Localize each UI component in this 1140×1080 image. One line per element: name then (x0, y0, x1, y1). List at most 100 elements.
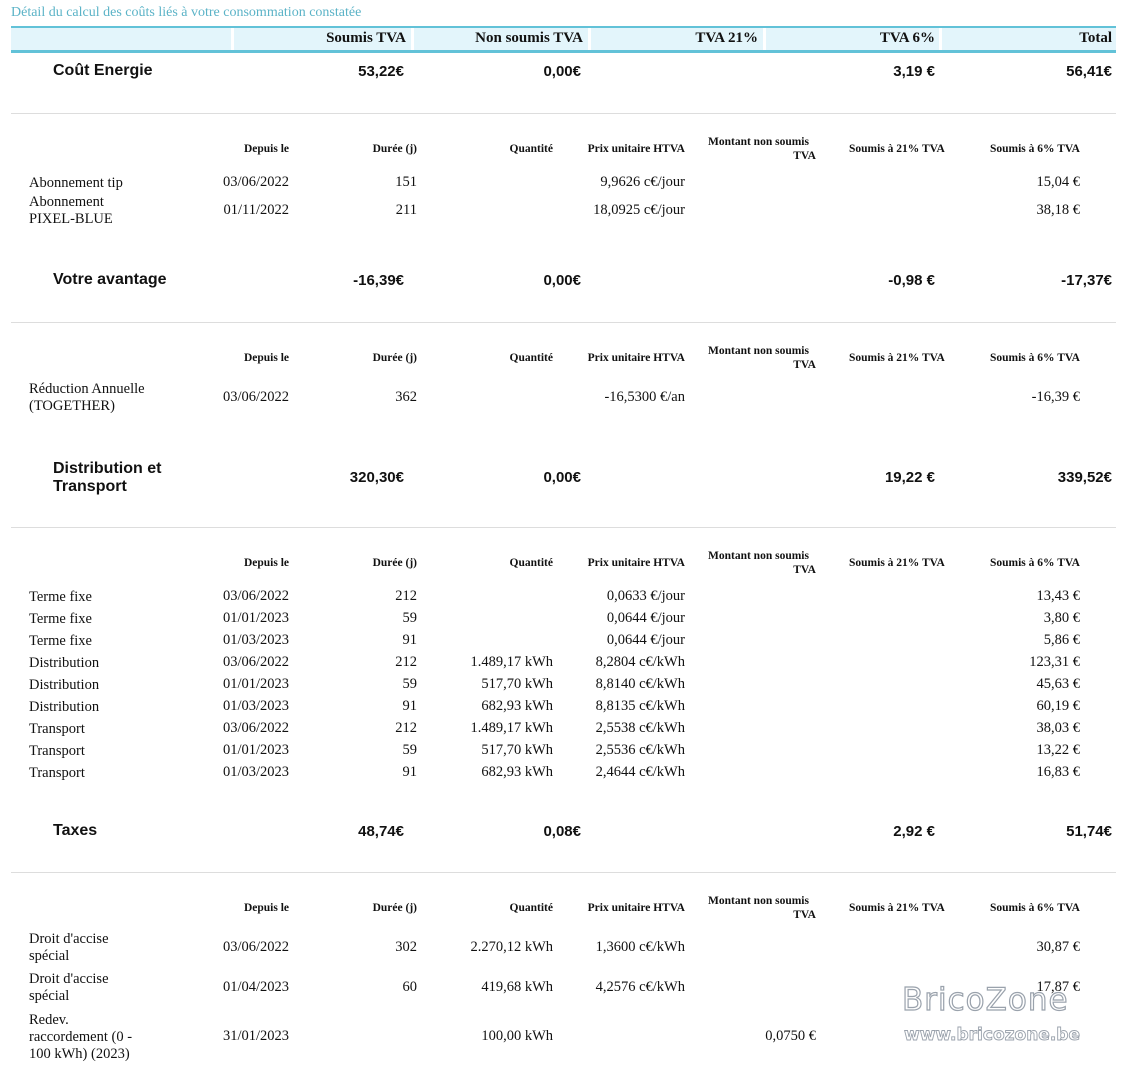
section-separator (11, 322, 1116, 323)
row-since: 01/11/2022 (223, 202, 289, 218)
row-label: Abonnement (29, 194, 104, 210)
subheader-vat21: Soumis à 21% TVA (849, 902, 945, 914)
row-label: Transport (29, 720, 85, 737)
section-soumis-tva: 320,30€ (349, 469, 404, 486)
row-unit-price: 2,4644 c€/kWh (595, 764, 685, 780)
row-label: spécial (29, 988, 70, 1004)
section-non-soumis-tva: 0,00€ (543, 272, 581, 289)
page-caption: Détail du calcul des coûts liés à votre … (11, 5, 362, 20)
row-duration: 212 (395, 588, 417, 604)
subheader-non-subject: Montant non soumis (708, 895, 809, 907)
row-since: 31/01/2023 (222, 1028, 289, 1044)
subheader-unit-price: Prix unitaire HTVA (587, 902, 685, 914)
row-vat6: 17,87 € (1036, 979, 1081, 995)
section-total: 56,41€ (1066, 63, 1112, 80)
row-vat6: 3,80 € (1043, 610, 1080, 626)
row-since: 01/03/2023 (222, 698, 289, 714)
row-vat6: 38,18 € (1036, 202, 1081, 218)
subheader-non-subject: Montant non soumis (708, 136, 809, 148)
row-duration: 59 (402, 742, 418, 758)
row-since: 01/04/2023 (222, 979, 289, 995)
row-label: Droit d'accise (29, 931, 109, 947)
row-since: 01/03/2023 (222, 632, 289, 648)
row-since: 01/03/2023 (222, 764, 289, 780)
header-non-soumis-tva: Non soumis TVA (475, 30, 583, 46)
subheader-duration: Durée (j) (372, 557, 417, 569)
subheader-duration: Durée (j) (372, 352, 417, 364)
subheader-vat6: Soumis à 6% TVA (989, 352, 1080, 364)
row-quantity: 1.489,17 kWh (470, 720, 553, 736)
row-duration: 91 (402, 632, 418, 648)
row-unit-price: 0,0633 €/jour (606, 588, 685, 604)
row-quantity: 1.489,17 kWh (470, 654, 553, 670)
section-title: Taxes (53, 822, 98, 839)
subheader-non-subject-tva: TVA (793, 359, 816, 371)
section-non-soumis-tva: 0,00€ (543, 63, 581, 80)
row-unit-price: 2,5538 c€/kWh (595, 720, 685, 736)
row-quantity: 682,93 kWh (481, 698, 553, 714)
section-separator (11, 527, 1116, 528)
section-non-soumis-tva: 0,00€ (543, 469, 581, 486)
row-since: 03/06/2022 (222, 720, 289, 736)
section-total: 51,74€ (1066, 823, 1112, 840)
subheader-quantity: Quantité (509, 143, 553, 155)
watermark-brand: BricoZone (901, 981, 1069, 1018)
row-duration: 91 (402, 698, 418, 714)
subheader-non-subject: Montant non soumis (708, 550, 809, 562)
section-tva-6: 2,92 € (893, 823, 935, 840)
row-vat6: 16,83 € (1036, 764, 1081, 780)
section-soumis-tva: -16,39€ (353, 272, 404, 289)
row-vat6: 15,04 € (1036, 174, 1081, 190)
row-unit-price: 2,5536 c€/kWh (595, 742, 685, 758)
section-total: -17,37€ (1061, 272, 1112, 289)
section-soumis-tva: 48,74€ (358, 823, 404, 840)
section-tva-6: 3,19 € (893, 63, 935, 80)
row-label: raccordement (0 - (29, 1028, 133, 1045)
row-since: 03/06/2022 (222, 389, 289, 405)
row-quantity: 419,68 kWh (481, 979, 553, 995)
row-unit-price: -16,5300 €/an (604, 389, 685, 405)
section-tva-6: -0,98 € (888, 272, 935, 289)
row-label: spécial (29, 948, 70, 964)
row-vat6: 38,03 € (1036, 720, 1081, 736)
row-label: 100 kWh) (2023) (29, 1045, 130, 1062)
subheader-quantity: Quantité (509, 902, 553, 914)
row-label: Terme fixe (29, 610, 92, 627)
row-duration: 60 (402, 979, 418, 995)
row-label: Redev. (29, 1011, 69, 1028)
row-label: Distribution (29, 654, 100, 671)
row-non-subject: 0,0750 € (765, 1028, 816, 1044)
subheader-duration: Durée (j) (372, 143, 417, 155)
row-duration: 91 (402, 764, 418, 780)
row-quantity: 517,70 kWh (481, 742, 553, 758)
row-quantity: 517,70 kWh (481, 676, 553, 692)
subheader-vat21: Soumis à 21% TVA (849, 557, 945, 569)
row-duration: 151 (395, 174, 417, 190)
section-tva-6: 19,22 € (884, 469, 935, 486)
row-since: 03/06/2022 (222, 588, 289, 604)
section-separator (11, 113, 1116, 114)
row-since: 01/01/2023 (222, 742, 289, 758)
subheader-non-subject-tva: TVA (793, 564, 816, 576)
subheader-non-subject-tva: TVA (793, 909, 816, 921)
row-label: PIXEL-BLUE (29, 211, 113, 227)
subheader-quantity: Quantité (509, 352, 553, 364)
row-unit-price: 0,0644 €/jour (606, 632, 685, 648)
row-quantity: 2.270,12 kWh (470, 939, 553, 955)
row-unit-price: 8,8140 c€/kWh (595, 676, 685, 692)
subheader-since: Depuis le (243, 902, 289, 914)
row-label: Droit d'accise (29, 971, 109, 987)
row-duration: 362 (395, 389, 417, 405)
watermark-url: www.bricozone.be (904, 1025, 1081, 1046)
row-since: 03/06/2022 (222, 939, 289, 955)
header-tva-21: TVA 21% (695, 30, 758, 46)
row-label: Distribution (29, 676, 100, 693)
section-soumis-tva: 53,22€ (358, 63, 404, 80)
subheader-vat6: Soumis à 6% TVA (989, 143, 1080, 155)
row-since: 01/01/2023 (222, 610, 289, 626)
section-title: Coût Energie (53, 62, 153, 79)
row-unit-price: 8,8135 c€/kWh (595, 698, 685, 714)
row-label: Abonnement tip (29, 174, 123, 191)
subheader-vat6: Soumis à 6% TVA (989, 902, 1080, 914)
header-total: Total (1079, 30, 1112, 46)
